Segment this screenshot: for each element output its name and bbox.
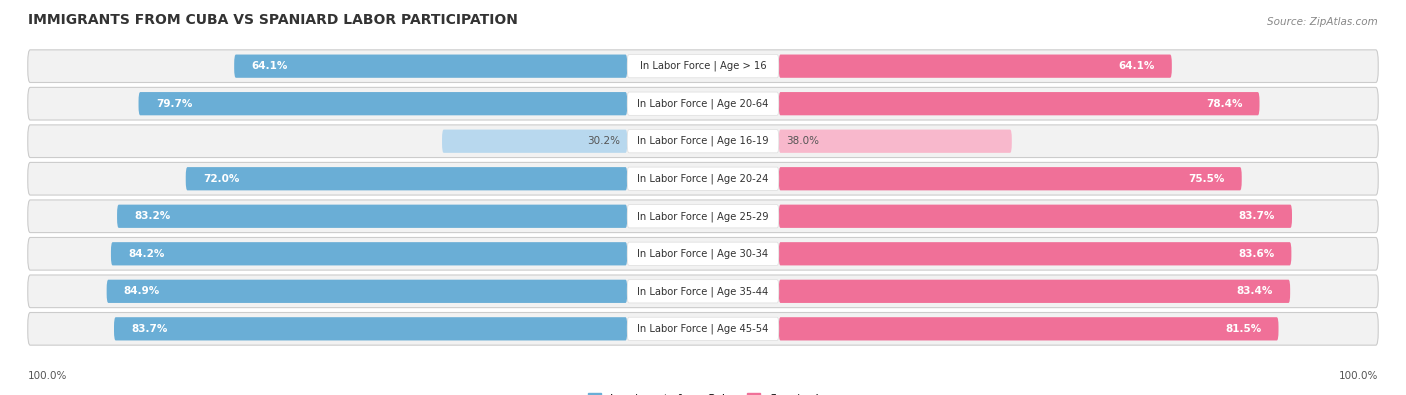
FancyBboxPatch shape xyxy=(779,242,1291,265)
Text: 100.0%: 100.0% xyxy=(28,371,67,381)
FancyBboxPatch shape xyxy=(114,317,627,340)
Text: 78.4%: 78.4% xyxy=(1206,99,1243,109)
Text: In Labor Force | Age 16-19: In Labor Force | Age 16-19 xyxy=(637,136,769,147)
FancyBboxPatch shape xyxy=(117,205,627,228)
Text: 100.0%: 100.0% xyxy=(1339,371,1378,381)
FancyBboxPatch shape xyxy=(627,130,779,153)
FancyBboxPatch shape xyxy=(139,92,627,115)
FancyBboxPatch shape xyxy=(627,92,779,115)
Text: 72.0%: 72.0% xyxy=(202,174,239,184)
Text: 83.7%: 83.7% xyxy=(1239,211,1275,221)
FancyBboxPatch shape xyxy=(779,130,1012,153)
FancyBboxPatch shape xyxy=(107,280,627,303)
FancyBboxPatch shape xyxy=(779,280,1291,303)
FancyBboxPatch shape xyxy=(779,55,1171,78)
FancyBboxPatch shape xyxy=(186,167,627,190)
FancyBboxPatch shape xyxy=(28,125,1378,158)
Text: Source: ZipAtlas.com: Source: ZipAtlas.com xyxy=(1267,17,1378,27)
Text: In Labor Force | Age 20-24: In Labor Force | Age 20-24 xyxy=(637,173,769,184)
Text: In Labor Force | Age 35-44: In Labor Force | Age 35-44 xyxy=(637,286,769,297)
FancyBboxPatch shape xyxy=(235,55,627,78)
FancyBboxPatch shape xyxy=(28,312,1378,345)
Text: IMMIGRANTS FROM CUBA VS SPANIARD LABOR PARTICIPATION: IMMIGRANTS FROM CUBA VS SPANIARD LABOR P… xyxy=(28,13,517,27)
Text: 84.9%: 84.9% xyxy=(124,286,160,296)
FancyBboxPatch shape xyxy=(627,55,779,78)
Text: 83.6%: 83.6% xyxy=(1237,249,1274,259)
Text: In Labor Force | Age 20-64: In Labor Force | Age 20-64 xyxy=(637,98,769,109)
FancyBboxPatch shape xyxy=(111,242,627,265)
FancyBboxPatch shape xyxy=(779,205,1292,228)
Text: 83.7%: 83.7% xyxy=(131,324,167,334)
FancyBboxPatch shape xyxy=(627,317,779,340)
Text: 79.7%: 79.7% xyxy=(156,99,193,109)
FancyBboxPatch shape xyxy=(28,162,1378,195)
FancyBboxPatch shape xyxy=(779,92,1260,115)
FancyBboxPatch shape xyxy=(441,130,627,153)
Legend: Immigrants from Cuba, Spaniard: Immigrants from Cuba, Spaniard xyxy=(583,389,823,395)
Text: 81.5%: 81.5% xyxy=(1225,324,1261,334)
FancyBboxPatch shape xyxy=(28,200,1378,233)
FancyBboxPatch shape xyxy=(627,280,779,303)
FancyBboxPatch shape xyxy=(779,167,1241,190)
Text: 64.1%: 64.1% xyxy=(1118,61,1154,71)
FancyBboxPatch shape xyxy=(627,242,779,265)
Text: In Labor Force | Age 30-34: In Labor Force | Age 30-34 xyxy=(637,248,769,259)
Text: 38.0%: 38.0% xyxy=(786,136,818,146)
FancyBboxPatch shape xyxy=(627,167,779,190)
Text: In Labor Force | Age 25-29: In Labor Force | Age 25-29 xyxy=(637,211,769,222)
FancyBboxPatch shape xyxy=(779,317,1278,340)
FancyBboxPatch shape xyxy=(28,237,1378,270)
FancyBboxPatch shape xyxy=(28,50,1378,83)
Text: 84.2%: 84.2% xyxy=(128,249,165,259)
FancyBboxPatch shape xyxy=(28,275,1378,308)
Text: 64.1%: 64.1% xyxy=(252,61,288,71)
Text: 30.2%: 30.2% xyxy=(588,136,620,146)
Text: In Labor Force | Age > 16: In Labor Force | Age > 16 xyxy=(640,61,766,71)
FancyBboxPatch shape xyxy=(28,87,1378,120)
Text: 83.4%: 83.4% xyxy=(1236,286,1272,296)
Text: 83.2%: 83.2% xyxy=(135,211,170,221)
Text: 75.5%: 75.5% xyxy=(1188,174,1225,184)
FancyBboxPatch shape xyxy=(627,205,779,228)
Text: In Labor Force | Age 45-54: In Labor Force | Age 45-54 xyxy=(637,324,769,334)
